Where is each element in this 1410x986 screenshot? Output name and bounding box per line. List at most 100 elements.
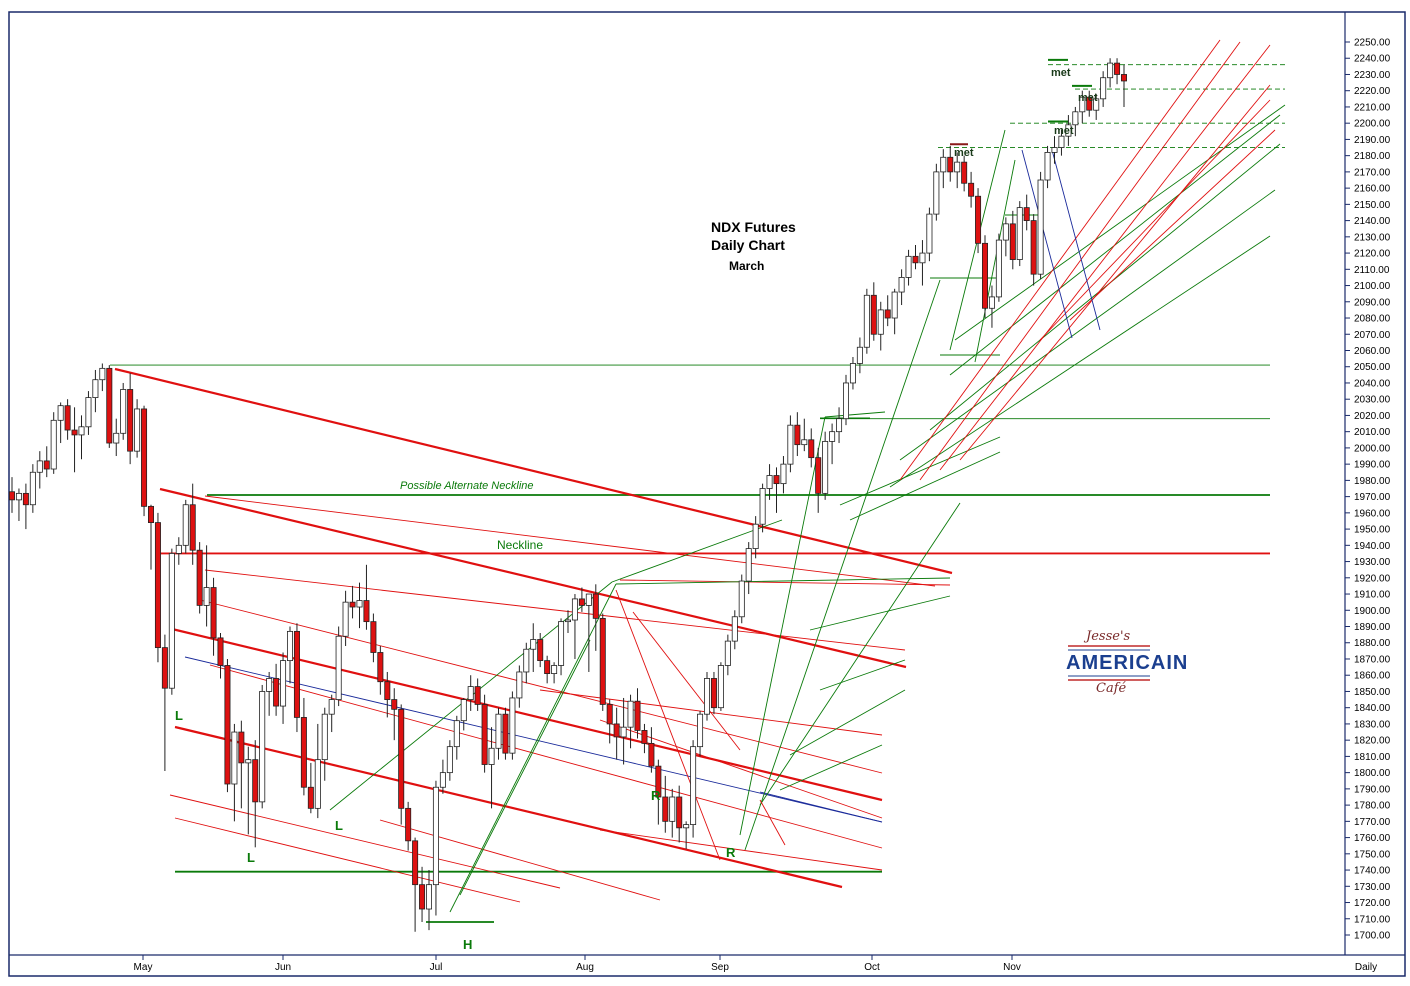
candle-body bbox=[856, 346, 863, 364]
candle bbox=[599, 613, 606, 711]
candle-body bbox=[419, 884, 426, 910]
candle bbox=[808, 428, 815, 468]
candle bbox=[509, 691, 516, 760]
candle bbox=[947, 145, 954, 182]
candle-body bbox=[738, 580, 745, 618]
green-line-1 bbox=[449, 583, 617, 913]
candle-body bbox=[947, 156, 954, 173]
candle-body bbox=[349, 601, 356, 608]
candle bbox=[266, 671, 273, 716]
candle bbox=[1002, 217, 1009, 257]
candle-body bbox=[307, 786, 314, 809]
x-tick-label: May bbox=[134, 962, 153, 973]
candle bbox=[683, 821, 690, 849]
y-tick-label: 2030.00 bbox=[1354, 395, 1391, 406]
alt-neckline-label: Possible Alternate Neckline bbox=[400, 480, 534, 492]
candle bbox=[280, 652, 287, 724]
candle bbox=[71, 407, 78, 473]
candle-body bbox=[815, 457, 822, 494]
candle bbox=[467, 675, 474, 711]
green-line-5 bbox=[739, 416, 826, 836]
y-tick-label: 1760.00 bbox=[1354, 833, 1391, 844]
candle bbox=[523, 642, 530, 684]
candle bbox=[405, 801, 412, 851]
candle-body bbox=[551, 665, 558, 674]
candle-body bbox=[968, 182, 975, 197]
red-drop-line-3 bbox=[759, 799, 786, 846]
candle-body bbox=[293, 630, 300, 718]
y-tick-label: 1800.00 bbox=[1354, 768, 1391, 779]
red-up-channel-5 bbox=[1069, 129, 1276, 321]
candle bbox=[78, 415, 85, 460]
candle-body bbox=[1002, 223, 1009, 241]
candle-body bbox=[245, 759, 252, 764]
candle bbox=[940, 149, 947, 189]
candle-body bbox=[710, 678, 717, 709]
candle bbox=[1016, 201, 1023, 267]
candle-body bbox=[1051, 147, 1058, 153]
candle bbox=[141, 405, 148, 517]
candle-body bbox=[613, 723, 620, 738]
y-tick-label: 2190.00 bbox=[1354, 135, 1391, 146]
candle-body bbox=[106, 367, 113, 444]
candle-body bbox=[356, 600, 363, 608]
y-tick-label: 1720.00 bbox=[1354, 898, 1391, 909]
candle-body bbox=[690, 746, 697, 825]
candle-body bbox=[836, 418, 843, 433]
candle bbox=[648, 727, 655, 773]
candle-body bbox=[280, 660, 287, 707]
candle bbox=[988, 285, 995, 328]
neckline-label: Neckline bbox=[497, 538, 543, 552]
candle bbox=[168, 548, 175, 695]
y-tick-label: 2050.00 bbox=[1354, 362, 1391, 373]
red-parallel-4 bbox=[169, 794, 561, 889]
y-tick-label: 1960.00 bbox=[1354, 508, 1391, 519]
candle bbox=[321, 707, 328, 781]
candle bbox=[1100, 71, 1107, 107]
candle-body bbox=[120, 389, 127, 434]
candle-body bbox=[196, 549, 203, 606]
candle-body bbox=[787, 424, 794, 465]
green-line-16 bbox=[899, 189, 1276, 461]
candle bbox=[8, 477, 15, 513]
candle-body bbox=[863, 294, 870, 348]
candle bbox=[342, 590, 349, 646]
candle-body bbox=[412, 840, 419, 886]
candle bbox=[724, 634, 731, 676]
candle bbox=[891, 288, 898, 335]
y-tick-label: 1740.00 bbox=[1354, 866, 1391, 877]
candle bbox=[592, 584, 599, 651]
candle bbox=[1079, 90, 1086, 124]
head-label: H bbox=[463, 937, 472, 952]
candle-body bbox=[363, 600, 370, 623]
candle bbox=[1044, 145, 1051, 189]
candle-body bbox=[898, 277, 905, 293]
candle bbox=[64, 399, 71, 440]
svg-text:Jesse's: Jesse's bbox=[1083, 629, 1131, 644]
candle-body bbox=[1100, 77, 1107, 100]
candle-body bbox=[1079, 96, 1086, 113]
candle-body bbox=[537, 639, 544, 662]
candle bbox=[578, 587, 585, 612]
candle bbox=[43, 446, 50, 478]
y-tick-label: 1840.00 bbox=[1354, 703, 1391, 714]
candle bbox=[863, 288, 870, 354]
candle bbox=[307, 762, 314, 814]
candle bbox=[300, 697, 307, 796]
candle bbox=[613, 707, 620, 760]
candle bbox=[147, 504, 154, 570]
green-line-2 bbox=[615, 577, 951, 585]
green-line-7 bbox=[824, 411, 886, 418]
candle-body bbox=[641, 730, 648, 744]
candle bbox=[1121, 64, 1128, 107]
red-up-channel-0 bbox=[899, 39, 1221, 481]
candle-body bbox=[300, 717, 307, 788]
candle-body bbox=[766, 475, 773, 489]
candle bbox=[412, 837, 419, 932]
chart-contract: March bbox=[729, 259, 764, 273]
left-shoulder-label-3: L bbox=[335, 818, 343, 833]
candle-body bbox=[1114, 62, 1121, 75]
candle bbox=[662, 775, 669, 833]
y-tick-label: 1770.00 bbox=[1354, 817, 1391, 828]
